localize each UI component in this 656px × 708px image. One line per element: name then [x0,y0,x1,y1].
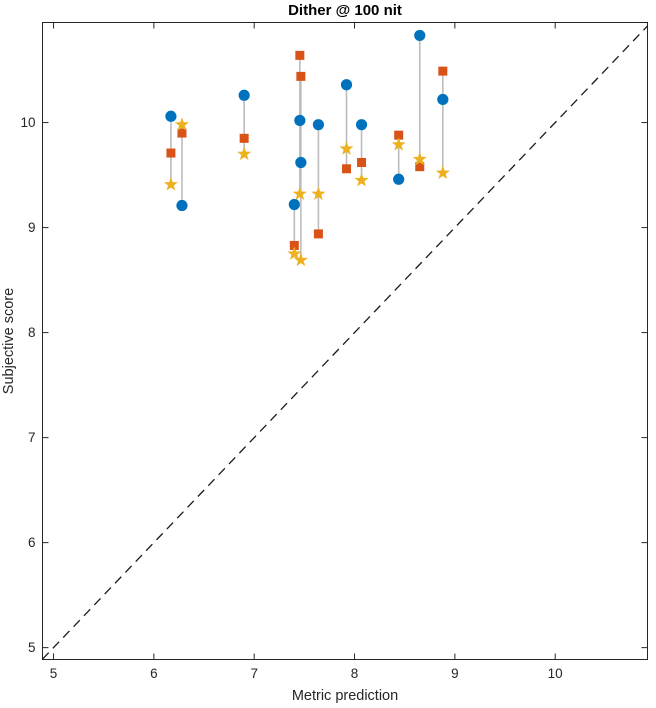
y-tick-label: 9 [28,220,36,235]
marker-star [435,165,450,179]
marker-circle [437,93,449,106]
marker-circle [295,156,307,169]
marker-star [391,137,406,151]
marker-circle [165,110,177,122]
chart-layers: 5 6 7 8 9 10 5 6 7 8 9 10 [20,22,648,681]
marker-square [357,157,367,167]
marker-square [342,164,352,174]
marker-circle [340,79,353,91]
marker-square [289,240,299,250]
marker-star [339,141,354,155]
marker-square [239,133,249,143]
x-tick-label: 9 [451,666,459,681]
y-axis-label: Subjective score [1,288,17,394]
marker-star [163,177,178,191]
marker-circle [414,29,426,42]
marker-circle [176,199,188,212]
axis-box [42,22,648,660]
y-tick-label: 10 [20,115,35,130]
marker-square [313,229,323,239]
chart-title: Dither @ 100 nit [288,2,402,19]
marker-circle [312,119,325,131]
marker-square [438,66,448,76]
x-tick-label: 5 [50,666,58,681]
marker-circle [288,198,300,211]
marker-square [295,50,305,60]
y-tick-label: 5 [28,640,36,655]
marker-circle [238,89,250,101]
y-tick-label: 8 [28,325,36,340]
y-tick-label: 6 [28,535,36,550]
marker-circle [294,114,306,127]
marker-star [237,146,252,161]
marker-star [293,252,308,267]
marker-star [287,246,302,260]
x-tick-label: 8 [351,666,359,681]
marker-square [166,148,176,158]
y-tick-label: 7 [28,430,36,445]
marker-star [174,117,189,131]
marker-square [394,130,404,140]
marker-star [412,151,427,166]
marker-square [177,128,187,138]
identity-line [42,25,648,660]
marker-star [311,186,326,200]
marker-circle [355,119,368,131]
x-tick-label: 7 [250,666,258,681]
marker-star [292,186,307,200]
marker-star [354,172,369,187]
marker-circle [393,173,405,185]
marker-square [296,71,306,81]
x-axis-label: Metric prediction [292,688,398,704]
x-tick-label: 10 [548,666,563,681]
marker-square [415,162,425,172]
x-tick-label: 6 [150,666,158,681]
